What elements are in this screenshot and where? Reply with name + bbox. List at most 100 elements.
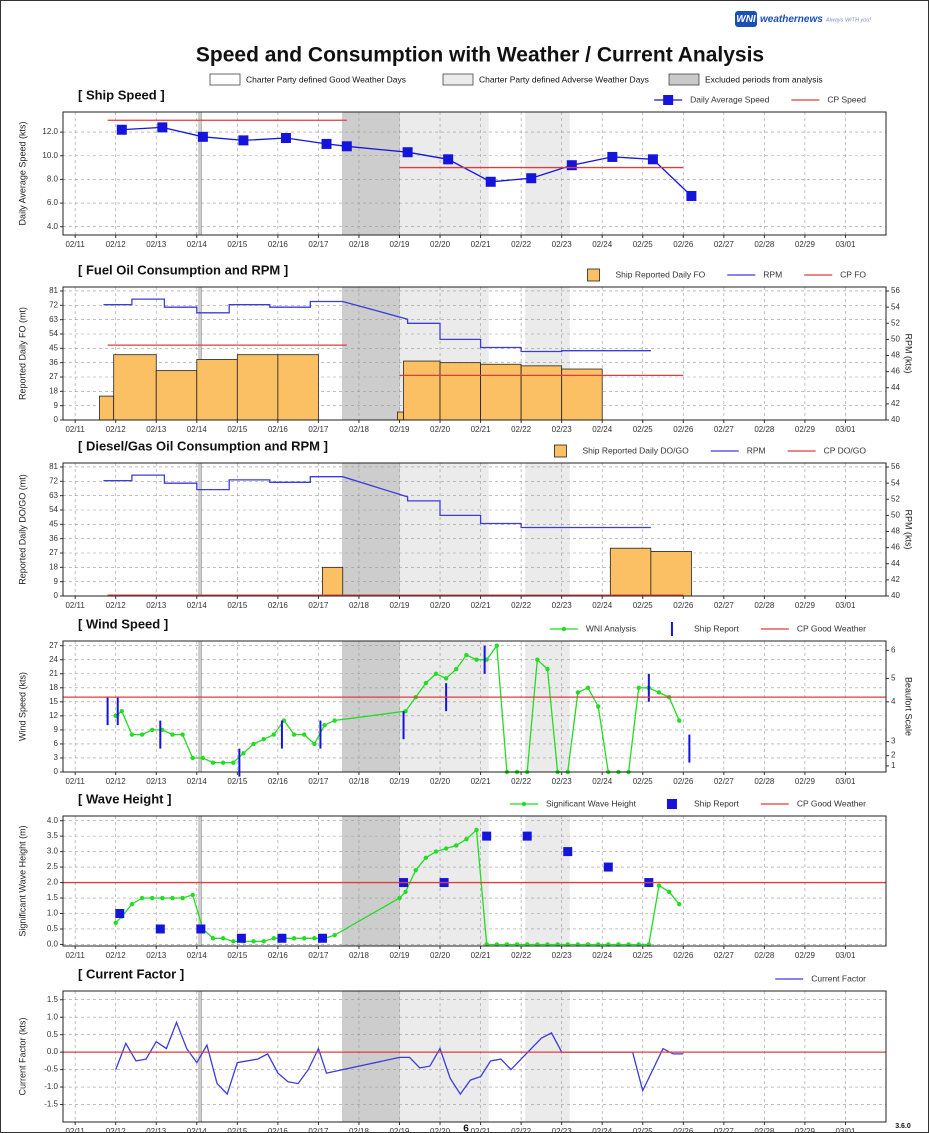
period-legend-label: Charter Party defined Adverse Weather Da…	[479, 74, 649, 84]
x-tick-label: 03/01	[835, 1127, 856, 1133]
point	[585, 685, 591, 690]
y-tick-label: 8.0	[47, 175, 59, 184]
x-tick-label: 02/11	[65, 425, 85, 434]
point	[115, 909, 125, 918]
x-tick-label: 03/01	[835, 777, 856, 786]
legend-label: RPM	[763, 269, 782, 279]
y-tick-label: 12	[49, 711, 58, 720]
bar	[322, 566, 344, 597]
point	[403, 889, 408, 895]
y2-tick-label: 52	[891, 318, 900, 327]
point	[113, 920, 118, 925]
y-tick-label: 36	[49, 358, 58, 367]
x-tick-label: 02/28	[754, 425, 775, 434]
x-tick-label: 02/19	[389, 425, 410, 434]
x-tick-label: 02/19	[389, 777, 410, 786]
point	[607, 151, 618, 162]
panel-title: [ Diesel/Gas Oil Consumption and RPM ]	[78, 438, 328, 453]
period-shade	[525, 463, 570, 596]
period-legend-swatch	[209, 73, 241, 86]
point	[291, 936, 297, 941]
x-tick-label: 02/25	[633, 240, 654, 249]
x-tick-label: 02/29	[795, 777, 816, 786]
plot-frame	[62, 815, 887, 947]
y2-tick-label: 46	[891, 543, 900, 552]
point	[210, 760, 216, 765]
bar	[277, 354, 319, 421]
x-tick-label: 02/25	[633, 777, 654, 786]
point	[647, 154, 658, 165]
point	[241, 751, 246, 756]
period-shade	[342, 286, 400, 421]
x-tick-label: 02/16	[268, 951, 289, 960]
y2-tick-label: 40	[891, 591, 900, 600]
bar	[403, 360, 441, 421]
y2-tick-label: 56	[891, 462, 900, 471]
x-tick-label: 02/19	[389, 1127, 410, 1133]
point	[291, 732, 297, 737]
y-tick-label: 12.0	[42, 127, 58, 136]
y-tick-label: 72	[49, 300, 58, 309]
panel-title: [ Ship Speed ]	[78, 87, 165, 102]
point	[180, 895, 185, 901]
plot-frame	[62, 286, 887, 421]
point	[302, 936, 307, 941]
y-tick-label: -1.0	[44, 1082, 58, 1091]
x-tick-label: 02/18	[349, 240, 370, 249]
legend-swatch	[554, 444, 567, 458]
y-tick-label: 1.5	[47, 995, 59, 1004]
x-tick-label: 02/17	[308, 425, 329, 434]
y-tick-label: 4.0	[47, 816, 59, 825]
point	[566, 160, 577, 171]
y-axis-label: Significant Wave Height (m)	[17, 825, 27, 936]
y-tick-label: 45	[49, 343, 58, 352]
y2-tick-label: 56	[891, 286, 900, 295]
x-tick-label: 02/16	[268, 425, 289, 434]
panel-title: [ Current Factor ]	[78, 966, 184, 981]
x-tick-label: 03/01	[835, 601, 856, 610]
legend-label: Ship Reported Daily FO	[616, 269, 706, 279]
point	[261, 737, 266, 742]
legend-swatch	[587, 268, 600, 282]
point	[443, 154, 454, 165]
point	[423, 855, 429, 860]
x-tick-label: 02/19	[389, 240, 410, 249]
x-tick-label: 02/16	[268, 240, 289, 249]
y-tick-label: -1.5	[44, 1100, 58, 1109]
x-tick-label: 02/26	[673, 777, 694, 786]
x-tick-label: 02/12	[106, 1127, 127, 1133]
plot-frame	[62, 111, 887, 236]
x-tick-label: 02/14	[187, 425, 208, 434]
y-tick-label: 3.0	[47, 847, 59, 856]
point	[656, 690, 662, 695]
y-tick-label: 81	[49, 286, 58, 295]
y2-tick-label: 6	[891, 645, 896, 654]
y-tick-label: 2.0	[47, 878, 59, 887]
x-tick-label: 02/23	[552, 240, 573, 249]
y2-tick-label: 46	[891, 367, 900, 376]
period-shade	[342, 111, 400, 236]
bar	[397, 411, 404, 421]
point	[332, 932, 337, 938]
x-tick-label: 02/28	[754, 601, 775, 610]
legend-label: Daily Average Speed	[690, 94, 770, 104]
x-tick-label: 02/25	[633, 951, 654, 960]
y-tick-label: 0	[54, 415, 59, 424]
x-tick-label: 02/28	[754, 951, 775, 960]
point	[535, 657, 540, 662]
period-shade	[342, 640, 400, 773]
y-tick-label: 45	[49, 519, 58, 528]
point	[656, 883, 662, 888]
y-tick-label: 1.0	[47, 1012, 59, 1021]
y2-tick-label: 1	[891, 761, 896, 770]
x-tick-label: 02/18	[349, 777, 370, 786]
point	[485, 176, 496, 187]
y2-tick-label: 3	[891, 737, 896, 746]
period-legend-swatch	[668, 73, 700, 86]
x-tick-label: 02/11	[65, 240, 85, 249]
y-tick-label: 27	[49, 548, 58, 557]
point	[271, 936, 277, 941]
x-tick-label: 02/19	[389, 601, 410, 610]
logo-mark: WNI	[736, 14, 756, 25]
